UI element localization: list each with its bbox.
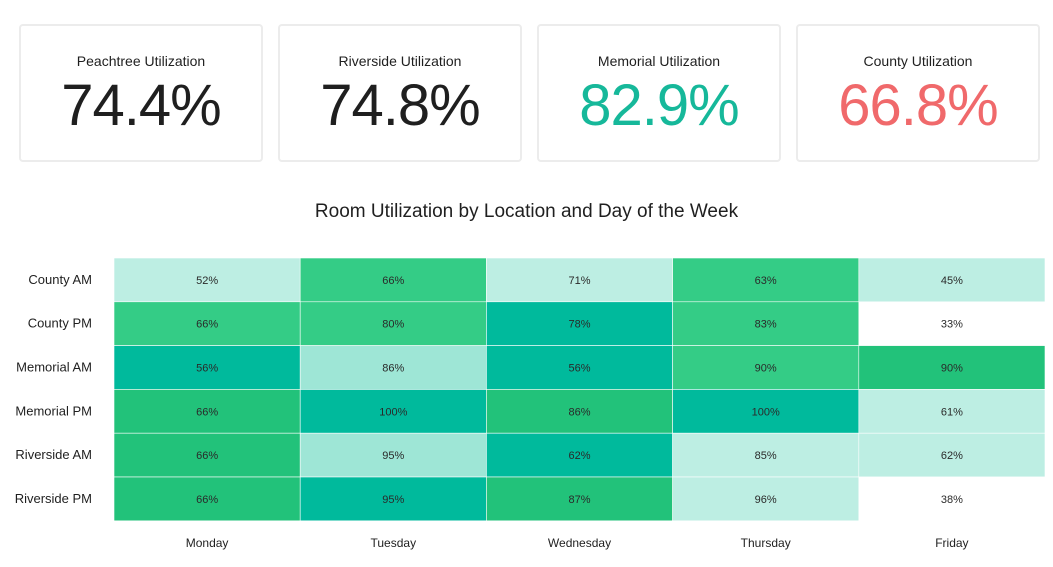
column-label: Friday xyxy=(935,536,968,550)
heatmap-cell xyxy=(672,301,860,346)
heatmap-cell xyxy=(299,345,487,390)
heatmap-cell xyxy=(858,432,1046,478)
cell-label: 95% xyxy=(382,494,404,506)
column-label: Wednesday xyxy=(548,536,611,550)
cell-label: 85% xyxy=(755,450,777,462)
cell-label: 78% xyxy=(568,319,590,331)
cell-label: 62% xyxy=(568,450,590,462)
kpi-title: County Utilization xyxy=(863,53,973,69)
heatmap-cell xyxy=(486,476,673,522)
row-label: County PM xyxy=(28,316,92,331)
cell-label: 66% xyxy=(382,275,404,287)
cell-label: 61% xyxy=(941,406,963,418)
heatmap-cell xyxy=(113,389,301,434)
heatmap-cell xyxy=(858,345,1046,390)
heatmap-cell xyxy=(858,389,1046,434)
kpi-card-riverside: Riverside Utilization 74.8% xyxy=(278,24,522,162)
cell-label: 56% xyxy=(568,363,590,375)
cell-label: 63% xyxy=(755,275,777,287)
cell-label: 100% xyxy=(379,406,407,418)
cell-label: 83% xyxy=(755,319,777,331)
heatmap-cell xyxy=(113,476,301,522)
cell-label: 66% xyxy=(196,450,218,462)
column-label: Tuesday xyxy=(371,536,417,550)
kpi-title: Memorial Utilization xyxy=(597,53,721,69)
heatmap-cell xyxy=(299,432,487,478)
cell-label: 45% xyxy=(941,275,963,287)
heatmap-cell xyxy=(858,476,1046,522)
heatmap-cell xyxy=(299,476,487,522)
row-label: County AM xyxy=(28,272,92,287)
kpi-card-county: County Utilization 66.8% xyxy=(796,24,1040,162)
heatmap-cell xyxy=(486,389,673,434)
cell-label: 95% xyxy=(382,450,404,462)
kpi-title: Peachtree Utilization xyxy=(76,53,206,69)
cell-label: 66% xyxy=(196,494,218,506)
heatmap-cell xyxy=(486,345,673,390)
heatmap-cell xyxy=(672,345,860,390)
cell-label: 90% xyxy=(941,363,963,375)
cell-label: 90% xyxy=(755,363,777,375)
heatmap-cell xyxy=(299,389,487,434)
cell-label: 33% xyxy=(941,319,963,331)
column-label: Monday xyxy=(186,536,229,550)
column-label: Thursday xyxy=(741,536,791,550)
heatmap-cell xyxy=(113,257,301,303)
kpi-value: 74.8% xyxy=(320,73,480,138)
cell-label: 100% xyxy=(752,406,780,418)
kpi-title: Riverside Utilization xyxy=(338,53,462,69)
heatmap-cell xyxy=(299,257,487,303)
chart-title: Room Utilization by Location and Day of … xyxy=(314,201,739,222)
cell-label: 38% xyxy=(941,494,963,506)
heatmap-cell xyxy=(858,301,1046,346)
cell-label: 96% xyxy=(755,494,777,506)
kpi-value: 82.9% xyxy=(579,73,739,138)
heatmap-cell xyxy=(858,257,1046,303)
cell-label: 87% xyxy=(568,494,590,506)
heatmap-cell xyxy=(672,476,860,522)
cell-label: 56% xyxy=(196,363,218,375)
heatmap-cell xyxy=(486,301,673,346)
cell-label: 66% xyxy=(196,319,218,331)
heatmap-cell xyxy=(113,345,301,390)
cell-label: 80% xyxy=(382,319,404,331)
kpi-card-memorial: Memorial Utilization 82.9% xyxy=(537,24,781,162)
cell-label: 71% xyxy=(568,275,590,287)
cell-label: 66% xyxy=(196,406,218,418)
heatmap-cell xyxy=(486,432,673,478)
row-label: Riverside PM xyxy=(15,491,92,506)
row-label: Memorial PM xyxy=(15,403,92,418)
heatmap-cell xyxy=(299,301,487,346)
cell-label: 52% xyxy=(196,275,218,287)
heatmap-cell xyxy=(113,432,301,478)
kpi-card-peachtree: Peachtree Utilization 74.4% xyxy=(19,24,263,162)
heatmap-cell xyxy=(672,257,860,303)
cell-label: 86% xyxy=(568,406,590,418)
row-label: Memorial AM xyxy=(16,360,92,375)
kpi-value: 74.4% xyxy=(61,73,221,138)
heatmap-cell xyxy=(113,301,301,346)
row-label: Riverside AM xyxy=(15,447,92,462)
cell-label: 86% xyxy=(382,363,404,375)
cell-label: 62% xyxy=(941,450,963,462)
kpi-value: 66.8% xyxy=(838,73,998,138)
